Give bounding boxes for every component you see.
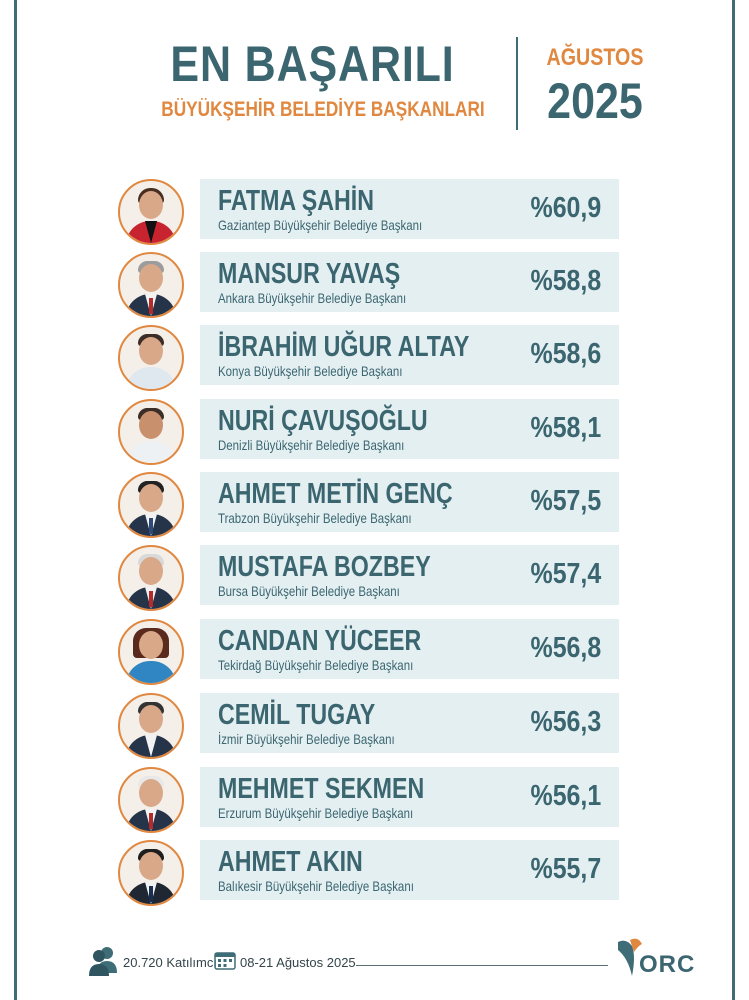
mayor-office: Trabzon Büyükşehir Belediye Başkanı <box>218 510 412 526</box>
mayor-avatar <box>118 472 184 538</box>
mayor-name: NURİ ÇAVUŞOĞLU <box>218 405 428 437</box>
survey-date-range: 08-21 Ağustos 2025 <box>240 955 356 970</box>
mayor-office: Ankara Büyükşehir Belediye Başkanı <box>218 290 407 306</box>
ranking-row: CEMİL TUGAY İzmir Büyükşehir Belediye Ba… <box>0 693 749 759</box>
frame-border-left <box>14 0 17 1000</box>
ranking-row: MUSTAFA BOZBEY Bursa Büyükşehir Belediye… <box>0 545 749 611</box>
mayor-name: MANSUR YAVAŞ <box>218 258 401 290</box>
ranking-row: MANSUR YAVAŞ Ankara Büyükşehir Belediye … <box>0 252 749 318</box>
users-icon <box>89 947 117 976</box>
approval-score: %55,7 <box>530 853 601 885</box>
mayor-avatar <box>118 767 184 833</box>
mayor-avatar <box>118 693 184 759</box>
mayor-name: FATMA ŞAHİN <box>218 185 374 217</box>
page-subtitle: BÜYÜKŞEHİR BELEDİYE BAŞKANLARI <box>161 98 485 121</box>
mayor-office: Konya Büyükşehir Belediye Başkanı <box>218 363 403 379</box>
approval-score: %58,6 <box>530 338 601 370</box>
ranking-card: FATMA ŞAHİN Gaziantep Büyükşehir Belediy… <box>200 179 619 239</box>
ranking-card: MEHMET SEKMEN Erzurum Büyükşehir Belediy… <box>200 767 619 827</box>
ranking-card: MUSTAFA BOZBEY Bursa Büyükşehir Belediye… <box>200 545 619 605</box>
page-title: EN BAŞARILI <box>170 36 455 92</box>
mayor-name: İBRAHİM UĞUR ALTAY <box>218 331 470 363</box>
mayor-office: Erzurum Büyükşehir Belediye Başkanı <box>218 805 414 821</box>
period-month: AĞUSTOS <box>546 44 644 71</box>
participants-count: 20.720 Katılımcı <box>123 955 217 970</box>
approval-score: %58,8 <box>530 265 601 297</box>
mayor-name: AHMET METİN GENÇ <box>218 478 453 510</box>
mayor-office: Denizli Büyükşehir Belediye Başkanı <box>218 437 405 453</box>
mayor-office: İzmir Büyükşehir Belediye Başkanı <box>218 731 395 747</box>
ranking-row: CANDAN YÜCEER Tekirdağ Büyükşehir Beledi… <box>0 619 749 685</box>
mayor-avatar <box>118 325 184 391</box>
ranking-row: AHMET AKIN Balıkesir Büyükşehir Belediye… <box>0 840 749 906</box>
mayor-name: MUSTAFA BOZBEY <box>218 551 431 583</box>
ranking-card: MANSUR YAVAŞ Ankara Büyükşehir Belediye … <box>200 252 619 312</box>
approval-score: %58,1 <box>530 412 601 444</box>
mayor-office: Balıkesir Büyükşehir Belediye Başkanı <box>218 878 414 894</box>
ranking-card: İBRAHİM UĞUR ALTAY Konya Büyükşehir Bele… <box>200 325 619 385</box>
mayor-avatar <box>118 840 184 906</box>
ranking-card: AHMET AKIN Balıkesir Büyükşehir Belediye… <box>200 840 619 900</box>
approval-score: %56,1 <box>530 780 601 812</box>
ranking-card: NURİ ÇAVUŞOĞLU Denizli Büyükşehir Beledi… <box>200 399 619 459</box>
calendar-icon <box>214 952 236 970</box>
mayor-avatar <box>118 179 184 245</box>
mayor-name: MEHMET SEKMEN <box>218 773 425 805</box>
mayor-name: CANDAN YÜCEER <box>218 625 422 657</box>
approval-score: %56,8 <box>530 632 601 664</box>
approval-score: %57,4 <box>530 558 601 590</box>
mayor-office: Gaziantep Büyükşehir Belediye Başkanı <box>218 217 423 233</box>
mayor-avatar <box>118 252 184 318</box>
header-divider <box>516 37 518 130</box>
mayor-avatar <box>118 399 184 465</box>
mayor-avatar <box>118 619 184 685</box>
ranking-card: CANDAN YÜCEER Tekirdağ Büyükşehir Beledi… <box>200 619 619 679</box>
orc-logo-text: ORC <box>639 951 696 978</box>
mayor-name: CEMİL TUGAY <box>218 699 376 731</box>
ranking-row: İBRAHİM UĞUR ALTAY Konya Büyükşehir Bele… <box>0 325 749 391</box>
ranking-row: FATMA ŞAHİN Gaziantep Büyükşehir Belediy… <box>0 179 749 245</box>
mayor-name: AHMET AKIN <box>218 846 363 878</box>
approval-score: %60,9 <box>530 192 601 224</box>
mayor-avatar <box>118 545 184 611</box>
orc-logo <box>618 938 642 976</box>
mayor-office: Bursa Büyükşehir Belediye Başkanı <box>218 583 400 599</box>
ranking-row: AHMET METİN GENÇ Trabzon Büyükşehir Bele… <box>0 472 749 538</box>
ranking-row: NURİ ÇAVUŞOĞLU Denizli Büyükşehir Beledi… <box>0 399 749 465</box>
approval-score: %57,5 <box>530 485 601 517</box>
frame-border-right <box>732 0 735 1000</box>
mayor-office: Tekirdağ Büyükşehir Belediye Başkanı <box>218 657 414 673</box>
ranking-card: AHMET METİN GENÇ Trabzon Büyükşehir Bele… <box>200 472 619 532</box>
approval-score: %56,3 <box>530 706 601 738</box>
ranking-card: CEMİL TUGAY İzmir Büyükşehir Belediye Ba… <box>200 693 619 753</box>
period-year: 2025 <box>547 73 643 129</box>
footer-divider <box>356 965 608 966</box>
ranking-row: MEHMET SEKMEN Erzurum Büyükşehir Belediy… <box>0 767 749 833</box>
